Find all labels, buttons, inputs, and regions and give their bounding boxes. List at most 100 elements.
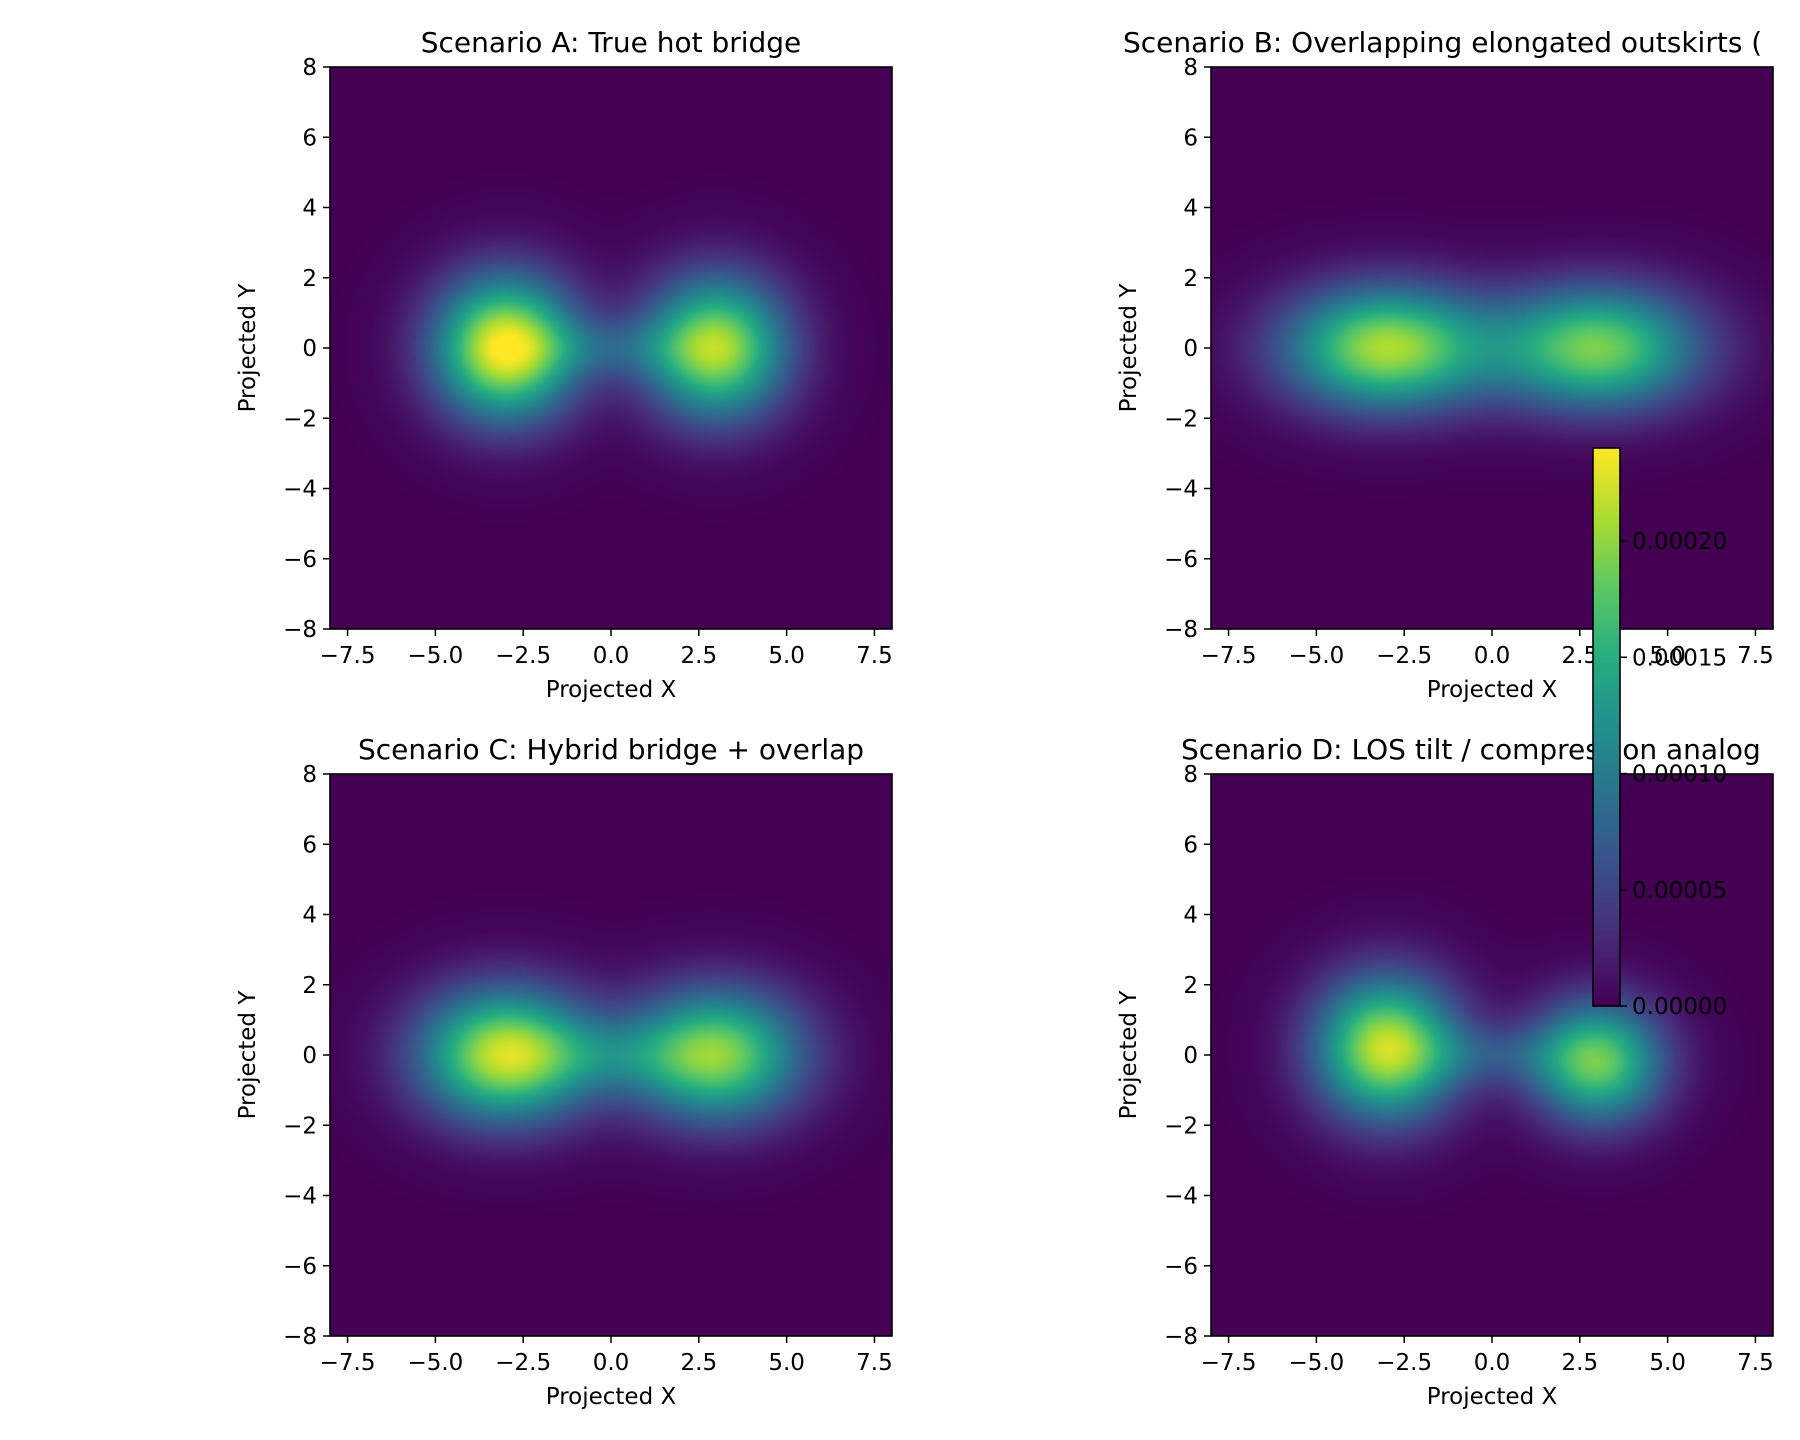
colorbar-tick-label: 0.00000: [1632, 994, 1727, 1020]
y-tick-label: −4: [1164, 1184, 1198, 1210]
colorbar: 0.00000 0.00005 0.00010 0.00015 0.00020: [1592, 447, 1727, 1020]
y-tick-label: −8: [283, 617, 317, 643]
y-ticks-c: −8 −6 −4 −2 0 2 4 6 8: [283, 762, 330, 1350]
x-tick-label: 5.0: [768, 643, 805, 669]
panel-scenario-c: Scenario C: Hybrid bridge + overlap Proj…: [235, 733, 893, 1410]
y-axis-label-d: Projected Y: [1116, 990, 1142, 1120]
x-tick-label: −2.5: [1376, 1350, 1432, 1376]
y-ticks-d: −8 −6 −4 −2 0 2 4 6 8: [1164, 762, 1211, 1350]
y-tick-label: −8: [283, 1324, 317, 1350]
y-tick-label: 0: [1183, 336, 1198, 362]
y-ticks-a: −8 −6 −4 −2 0 2 4 6 8: [283, 55, 330, 643]
y-tick-label: −6: [283, 1254, 317, 1280]
heatmap-image-b: [1211, 67, 1773, 629]
colorbar-ticks: 0.00000 0.00005 0.00010 0.00015 0.00020: [1620, 529, 1727, 1020]
heatmap-image-c: [330, 774, 892, 1336]
x-tick-label: 7.5: [856, 643, 893, 669]
panel-title-b: Scenario B: Overlapping elongated outski…: [1123, 26, 1762, 59]
y-tick-label: −2: [283, 1113, 317, 1139]
x-axis-label-d: Projected X: [1427, 1384, 1558, 1410]
y-tick-label: 2: [302, 266, 317, 292]
y-axis-label-c: Projected Y: [235, 990, 261, 1120]
colorbar-tick-label: 0.00020: [1632, 529, 1727, 555]
y-axis-label-b: Projected Y: [1116, 283, 1142, 413]
y-tick-label: 4: [1183, 196, 1198, 222]
y-tick-label: −4: [283, 477, 317, 503]
x-tick-label: 7.5: [856, 1350, 893, 1376]
x-tick-label: −5.0: [1288, 1350, 1344, 1376]
x-tick-label: 0.0: [593, 643, 630, 669]
x-ticks-a: −7.5 −5.0 −2.5 0.0 2.5 5.0 7.5: [320, 629, 893, 669]
y-tick-label: −6: [1164, 547, 1198, 573]
panel-scenario-d: Scenario D: LOS tilt / compression analo…: [1116, 733, 1774, 1410]
y-tick-label: −8: [1164, 617, 1198, 643]
y-tick-label: 4: [1183, 903, 1198, 929]
y-tick-label: 4: [302, 903, 317, 929]
x-tick-label: 5.0: [1649, 643, 1686, 669]
heatmap-image-a: [330, 67, 892, 629]
y-tick-label: 8: [1183, 55, 1198, 81]
colorbar-gradient: [1593, 448, 1620, 1006]
x-ticks-b: −7.5 −5.0 −2.5 0.0 2.5 5.0 7.5: [1201, 629, 1774, 669]
x-tick-label: 2.5: [1562, 643, 1599, 669]
y-tick-label: −6: [283, 547, 317, 573]
panel-title-c: Scenario C: Hybrid bridge + overlap: [358, 733, 864, 766]
y-tick-label: 0: [302, 1043, 317, 1069]
x-tick-label: 0.0: [1474, 1350, 1511, 1376]
y-tick-label: 2: [1183, 973, 1198, 999]
y-tick-label: −2: [1164, 1113, 1198, 1139]
x-tick-label: 5.0: [768, 1350, 805, 1376]
panel-scenario-b: Scenario B: Overlapping elongated outski…: [1116, 26, 1774, 703]
panel-scenario-a: Scenario A: True hot bridge Projected X …: [235, 26, 893, 703]
y-tick-label: 6: [302, 125, 317, 151]
x-tick-label: 2.5: [681, 643, 718, 669]
y-tick-label: 8: [302, 55, 317, 81]
y-tick-label: 4: [302, 196, 317, 222]
x-tick-label: 7.5: [1737, 643, 1774, 669]
panel-title-a: Scenario A: True hot bridge: [421, 26, 802, 59]
y-tick-label: 6: [302, 832, 317, 858]
x-tick-label: −2.5: [495, 1350, 551, 1376]
x-tick-label: 2.5: [681, 1350, 718, 1376]
x-tick-label: 2.5: [1562, 1350, 1599, 1376]
x-tick-label: −7.5: [1201, 643, 1257, 669]
y-tick-label: 2: [302, 973, 317, 999]
y-tick-label: −4: [283, 1184, 317, 1210]
y-axis-label-a: Projected Y: [235, 283, 261, 413]
x-ticks-d: −7.5 −5.0 −2.5 0.0 2.5 5.0 7.5: [1201, 1336, 1774, 1376]
x-tick-label: 5.0: [1649, 1350, 1686, 1376]
y-tick-label: 6: [1183, 125, 1198, 151]
colorbar-frame: [1592, 447, 1621, 1007]
y-ticks-b: −8 −6 −4 −2 0 2 4 6 8: [1164, 55, 1211, 643]
x-axis-label-b: Projected X: [1427, 677, 1558, 703]
panel-title-d: Scenario D: LOS tilt / compression analo…: [1181, 733, 1761, 766]
colorbar-tick-label: 0.00010: [1632, 762, 1727, 788]
x-tick-label: 0.0: [593, 1350, 630, 1376]
x-ticks-c: −7.5 −5.0 −2.5 0.0 2.5 5.0 7.5: [320, 1336, 893, 1376]
x-tick-label: −5.0: [1288, 643, 1344, 669]
y-tick-label: 0: [302, 336, 317, 362]
x-tick-label: −7.5: [1201, 1350, 1257, 1376]
y-tick-label: −4: [1164, 477, 1198, 503]
colorbar-tick-label: 0.00005: [1632, 878, 1727, 904]
heatmap-image-d: [1211, 774, 1773, 1336]
x-tick-label: −7.5: [320, 1350, 376, 1376]
x-tick-label: −5.0: [407, 643, 463, 669]
x-tick-label: −7.5: [320, 643, 376, 669]
x-tick-label: −5.0: [407, 1350, 463, 1376]
y-tick-label: 8: [302, 762, 317, 788]
x-tick-label: −2.5: [495, 643, 551, 669]
y-tick-label: 0: [1183, 1043, 1198, 1069]
y-tick-label: −2: [1164, 406, 1198, 432]
colorbar-tick-label: 0.00015: [1632, 645, 1727, 671]
y-tick-label: −6: [1164, 1254, 1198, 1280]
y-tick-label: −2: [283, 406, 317, 432]
y-tick-label: 6: [1183, 832, 1198, 858]
x-tick-label: 0.0: [1474, 643, 1511, 669]
y-tick-label: 2: [1183, 266, 1198, 292]
y-tick-label: 8: [1183, 762, 1198, 788]
y-tick-label: −8: [1164, 1324, 1198, 1350]
x-axis-label-a: Projected X: [546, 677, 677, 703]
